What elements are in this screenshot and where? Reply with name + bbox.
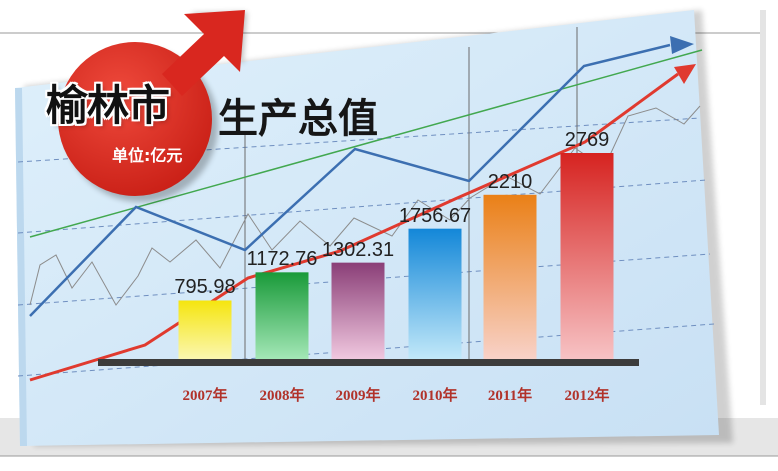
x-tick-label: 2007年	[182, 388, 228, 404]
bar-2011	[483, 194, 537, 360]
red-trend-arrow	[29, 64, 696, 382]
unit-label: 单位:亿元	[112, 146, 183, 165]
blue-trend-arrow	[29, 36, 694, 317]
x-tick-label: 2008年	[259, 388, 305, 404]
bar-value-label: 795.98	[174, 276, 236, 299]
bar-2009	[331, 262, 385, 360]
bar-value-label: 1172.76	[246, 248, 318, 271]
base-bar	[98, 359, 639, 366]
bars-group	[178, 153, 614, 360]
bar-value-label: 1756.67	[398, 204, 472, 227]
x-tick-label: 2009年	[335, 388, 381, 404]
chart-title-metric: 生产总值	[218, 96, 378, 142]
bar-2010	[408, 228, 462, 360]
bar-value-label: 2210	[487, 170, 533, 193]
chart-title-city: 榆林市	[46, 81, 170, 130]
x-tick-label: 2010年	[412, 388, 458, 404]
bar-value-label: 2769	[564, 129, 610, 151]
bar-2007	[178, 300, 232, 360]
bar-2012	[560, 153, 614, 360]
bar-2008	[255, 272, 309, 360]
x-tick-label: 2011年	[487, 388, 533, 404]
red-badge	[58, 10, 247, 202]
bar-value-label: 1302.31	[321, 238, 395, 261]
x-tick-label: 2012年	[564, 388, 610, 404]
green-trend-line	[29, 49, 703, 238]
